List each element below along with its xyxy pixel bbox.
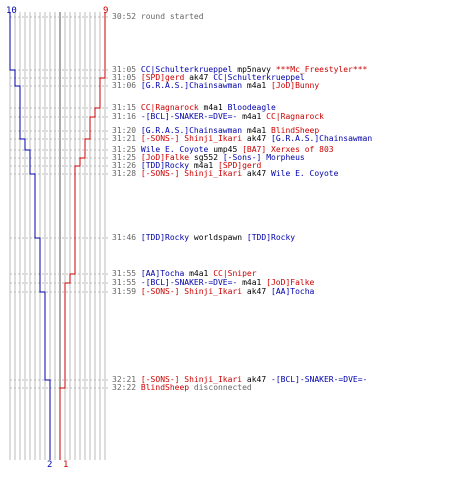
event-time: 31:20: [112, 126, 137, 135]
player-name: CC|Ragnarock: [266, 112, 324, 121]
weapon-name: ak47: [246, 134, 267, 143]
player-name: [G.R.A.S.]Chainsawman: [271, 134, 373, 143]
player-name: [SPD]gerd: [218, 161, 262, 170]
player-name: Wile E. Coyote: [271, 169, 339, 178]
player-name: -[BCL]-SNAKER-=DVE=-: [140, 112, 238, 121]
blue-team-line: [9, 12, 51, 460]
weapon-name: mp5navy: [237, 65, 271, 74]
event-text: disconnected: [193, 383, 252, 392]
event-time: 31:06: [112, 81, 137, 90]
player-name: Bloodeagle: [227, 103, 276, 112]
weapon-name: ak47: [246, 375, 267, 384]
player-name: [G.R.A.S.]Chainsawman: [140, 126, 243, 135]
log-entry: 31:25 [JoD]Falke sg552 [-Sons-] Morpheus: [112, 153, 305, 163]
log-entry: 31:05 CC|Schulterkrueppel mp5navy ***Mc_…: [112, 65, 367, 75]
player-name: [AA]Tocha: [140, 269, 185, 278]
event-time: 31:28: [112, 169, 137, 178]
weapon-name: m4a1: [242, 112, 262, 121]
player-name: CC|Schulterkrueppel: [213, 73, 305, 82]
player-name: BlindSheep: [271, 126, 320, 135]
player-name: ***Mc_Freestyler***: [275, 65, 368, 74]
player-name: [JoD]Falke: [140, 153, 190, 162]
weapon-name: ump45: [213, 145, 238, 154]
player-name: [SPD]gerd: [140, 73, 185, 82]
player-name: [AA]Tocha: [271, 287, 315, 296]
weapon-name: m4a1: [203, 103, 223, 112]
event-time: 31:16: [112, 112, 137, 121]
weapon-name: worldspawn: [193, 233, 243, 242]
log-entry: 31:06 [G.R.A.S.]Chainsawman m4a1 [JoD]Bu…: [112, 81, 319, 91]
player-name: CC|Schulterkrueppel: [140, 65, 233, 74]
blue-start-count: 10: [6, 6, 17, 16]
event-time: 32:22: [112, 383, 137, 392]
log-entry: 32:21 [-SONS-] Shinji_Ikari ak47 -[BCL]-…: [112, 375, 367, 385]
player-name: [TDD]Rocky: [140, 161, 190, 170]
event-time: 31:59: [112, 287, 137, 296]
weapon-name: m4a1: [246, 81, 267, 90]
red-end-count: 1: [63, 460, 69, 470]
event-time: 32:21: [112, 375, 137, 384]
player-name: CC|Ragnarock: [140, 103, 199, 112]
log-entry: 31:46 [TDD]Rocky worldspawn [TDD]Rocky: [112, 233, 295, 243]
log-entry: 31:55 [AA]Tocha m4a1 CC|Sniper: [112, 269, 257, 279]
player-name: [JoD]Falke: [266, 278, 315, 287]
weapon-name: m4a1: [193, 161, 214, 170]
event-time: 31:21: [112, 134, 137, 143]
log-entry: 31:20 [G.R.A.S.]Chainsawman m4a1 BlindSh…: [112, 126, 319, 136]
event-time: 31:26: [112, 161, 137, 170]
round-graph: 10 9 2 1: [0, 0, 110, 500]
player-name: [TDD]Rocky: [140, 233, 190, 242]
log-entry: 31:28 [-SONS-] Shinji_Ikari ak47 Wile E.…: [112, 169, 338, 179]
player-name: [-SONS-] Shinji_Ikari: [140, 287, 243, 296]
team-count-graph: [9, 12, 110, 460]
event-text: round started: [140, 12, 204, 21]
log-entry: 31:16 -[BCL]-SNAKER-=DVE=- m4a1 CC|Ragna…: [112, 112, 324, 122]
player-name: [-SONS-] Shinji_Ikari: [140, 375, 243, 384]
weapon-name: sg552: [193, 153, 219, 162]
player-name: [G.R.A.S.]Chainsawman: [140, 81, 243, 90]
player-name: [-Sons-] Morpheus: [222, 153, 305, 162]
event-time: 31:46: [112, 233, 137, 242]
player-name: [-SONS-] Shinji_Ikari: [140, 169, 243, 178]
player-name: [-SONS-] Shinji_Ikari: [140, 134, 243, 143]
player-name: [TDD]Rocky: [246, 233, 296, 242]
weapon-name: ak47: [246, 287, 267, 296]
weapon-name: m4a1: [246, 126, 267, 135]
log-entry: 31:05 [SPD]gerd ak47 CC|Schulterkrueppel: [112, 73, 305, 83]
event-time: 30:52: [112, 12, 137, 21]
log-entry: 31:21 [-SONS-] Shinji_Ikari ak47 [G.R.A.…: [112, 134, 372, 144]
event-time: 31:25: [112, 153, 137, 162]
log-entry: 31:25 Wile E. Coyote ump45 [BA7] Xerxes …: [112, 145, 334, 155]
weapon-name: ak47: [189, 73, 209, 82]
event-time: 31:05: [112, 73, 137, 82]
player-name: CC|Sniper: [213, 269, 257, 278]
weapon-name: m4a1: [242, 278, 262, 287]
player-name: [JoD]Bunny: [271, 81, 320, 90]
weapon-name: m4a1: [189, 269, 209, 278]
player-name: -[BCL]-SNAKER-=DVE=-: [140, 278, 238, 287]
log-entry: 32:22 BlindSheep disconnected: [112, 383, 252, 393]
player-name: [BA7] Xerxes of 803: [242, 145, 334, 154]
log-entry: 31:55 -[BCL]-SNAKER-=DVE=- m4a1 [JoD]Fal…: [112, 278, 314, 288]
event-time: 31:05: [112, 65, 137, 74]
log-entry: 30:52 round started: [112, 12, 204, 22]
event-time: 31:55: [112, 278, 137, 287]
blue-end-count: 2: [47, 460, 53, 470]
log-entry: 31:59 [-SONS-] Shinji_Ikari ak47 [AA]Toc…: [112, 287, 314, 297]
event-time: 31:15: [112, 103, 137, 112]
event-time: 31:25: [112, 145, 137, 154]
red-start-count: 9: [103, 6, 109, 16]
log-entry: 31:15 CC|Ragnarock m4a1 Bloodeagle: [112, 103, 276, 113]
player-name: BlindSheep: [140, 383, 190, 392]
red-team-line: [59, 12, 106, 460]
weapon-name: ak47: [246, 169, 267, 178]
log-entry: 31:26 [TDD]Rocky m4a1 [SPD]gerd: [112, 161, 261, 171]
player-name: -[BCL]-SNAKER-=DVE=-: [271, 375, 368, 384]
event-time: 31:55: [112, 269, 137, 278]
player-name: Wile E. Coyote: [140, 145, 209, 154]
